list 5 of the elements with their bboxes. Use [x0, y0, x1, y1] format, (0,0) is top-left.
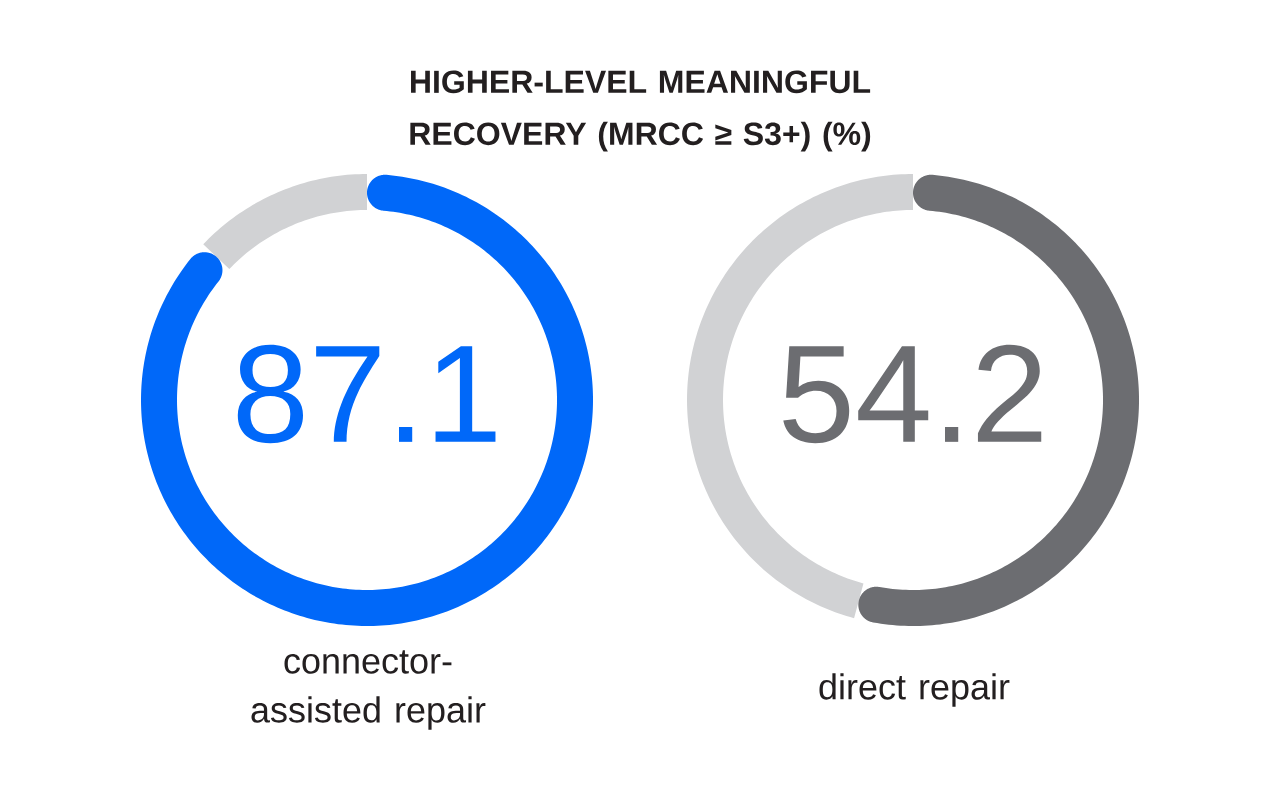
text: direct repair: [819, 673, 1010, 707]
chart-title: HIGHER-LEVEL MEANINGFUL RECOVERY (MRCC ≥ S3+) (%): [410, 70, 871, 152]
text: connector-assisted repair: [251, 650, 486, 730]
data-label: 87.1: [237, 344, 496, 444]
data-label: 54.2: [783, 344, 1042, 444]
